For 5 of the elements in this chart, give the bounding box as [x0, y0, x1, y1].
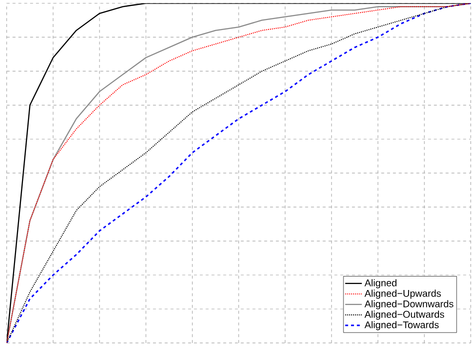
legend-label: Aligned−Downwards — [364, 300, 454, 310]
legend-label: Aligned−Towards — [364, 321, 439, 330]
legend-label: Aligned−Outwards — [364, 310, 444, 320]
legend-label: Aligned−Upwards — [364, 290, 441, 299]
legend-label: Aligned — [364, 279, 396, 288]
